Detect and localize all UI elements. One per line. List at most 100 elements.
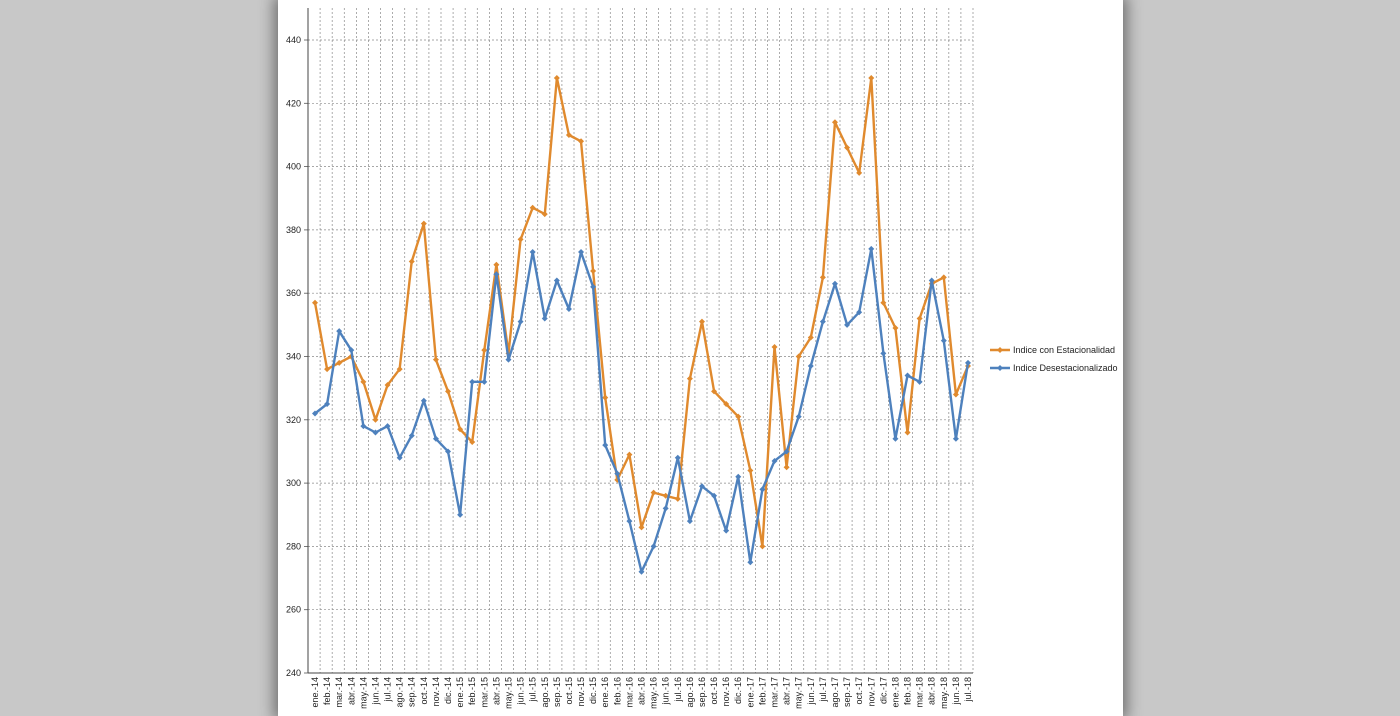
x-tick-label: ago.-15 <box>540 677 550 708</box>
x-tick-label: mar.-14 <box>334 677 344 708</box>
data-point <box>541 315 548 322</box>
x-tick-label: ago.-14 <box>395 677 405 708</box>
data-point <box>469 378 476 385</box>
data-point <box>674 454 681 461</box>
x-tick-label: feb.-16 <box>612 677 622 705</box>
x-tick-label: may.-15 <box>503 677 513 709</box>
data-point <box>602 442 609 449</box>
x-tick-label: jun.-16 <box>661 677 671 706</box>
x-tick-label: oct.-14 <box>419 677 429 705</box>
y-tick-label: 320 <box>286 415 301 425</box>
data-point <box>844 321 851 328</box>
data-point <box>529 204 536 211</box>
data-point <box>336 359 343 366</box>
data-point <box>783 464 790 471</box>
data-point <box>807 362 814 369</box>
x-tick-label: jul.-15 <box>528 677 538 703</box>
x-tick-label: ene.-16 <box>600 677 610 708</box>
data-point <box>904 372 911 379</box>
x-tick-label: nov.-17 <box>866 677 876 706</box>
x-tick-label: ene.-17 <box>745 677 755 708</box>
data-point <box>396 454 403 461</box>
data-point <box>578 249 585 256</box>
x-tick-label: may.-17 <box>794 677 804 709</box>
data-point <box>771 457 778 464</box>
x-tick-label: feb.-14 <box>322 677 332 705</box>
data-point <box>856 309 863 316</box>
data-point <box>686 518 693 525</box>
x-tick-label: feb.-18 <box>903 677 913 705</box>
x-tick-label: mar.-16 <box>624 677 634 708</box>
data-point <box>493 271 500 278</box>
x-tick-label: dic.-16 <box>733 677 743 704</box>
data-point <box>892 325 899 332</box>
x-tick-label: sep.-15 <box>552 677 562 707</box>
x-tick-label: may.-14 <box>358 677 368 709</box>
y-tick-label: 360 <box>286 288 301 298</box>
data-point <box>372 429 379 436</box>
data-point <box>348 347 355 354</box>
data-point <box>650 489 657 496</box>
data-point <box>698 318 705 325</box>
y-tick-label: 420 <box>286 98 301 108</box>
data-point <box>868 245 875 252</box>
data-point <box>469 438 476 445</box>
x-tick-label: ene.-14 <box>310 677 320 708</box>
data-point <box>312 299 318 306</box>
data-point <box>384 381 391 388</box>
data-point <box>952 435 959 442</box>
series-line-1 <box>313 76 970 548</box>
data-point <box>795 353 802 360</box>
data-point <box>807 334 814 341</box>
x-tick-label: abr.-15 <box>491 677 501 705</box>
data-point <box>819 274 826 281</box>
data-point <box>928 277 935 284</box>
data-point <box>578 138 585 145</box>
data-point <box>481 347 488 354</box>
x-tick-label: nov.-16 <box>721 677 731 706</box>
data-point <box>940 274 947 281</box>
x-tick-label: dic.-15 <box>588 677 598 704</box>
y-tick-label: 280 <box>286 541 301 551</box>
data-point <box>892 435 899 442</box>
x-tick-label: ene.-15 <box>455 677 465 708</box>
y-tick-label: 240 <box>286 668 301 678</box>
data-point <box>735 473 742 480</box>
data-point <box>711 492 718 499</box>
legend-swatch-marker <box>997 365 1003 371</box>
x-tick-label: jul.-18 <box>963 677 973 703</box>
data-point <box>493 261 500 268</box>
x-tick-label: mar.-18 <box>915 677 925 708</box>
data-point <box>553 277 560 284</box>
data-point <box>698 483 705 490</box>
x-tick-label: jun.-18 <box>951 677 961 706</box>
data-point <box>396 366 403 373</box>
data-point <box>360 423 367 430</box>
x-tick-label: dic.-17 <box>878 677 888 704</box>
data-point <box>759 486 766 493</box>
x-tick-label: oct.-16 <box>709 677 719 705</box>
x-tick-label: nov.-15 <box>576 677 586 706</box>
data-point <box>638 524 645 531</box>
data-point <box>517 318 524 325</box>
data-point <box>952 391 959 398</box>
y-tick-label: 380 <box>286 225 301 235</box>
data-point <box>626 518 633 525</box>
data-point <box>565 131 572 138</box>
data-point <box>747 559 754 566</box>
data-point <box>771 344 778 351</box>
data-point <box>529 249 536 256</box>
x-tick-label: ene.-18 <box>890 677 900 708</box>
x-tick-label: sep.-17 <box>842 677 852 707</box>
data-point <box>457 511 464 518</box>
data-point <box>711 388 718 395</box>
data-point <box>324 400 331 407</box>
data-point <box>408 432 415 439</box>
x-tick-label: mar.-15 <box>479 677 489 708</box>
data-point <box>312 410 318 417</box>
data-point <box>686 375 693 382</box>
data-point <box>553 74 560 81</box>
data-point <box>626 451 633 458</box>
data-point <box>384 423 391 430</box>
